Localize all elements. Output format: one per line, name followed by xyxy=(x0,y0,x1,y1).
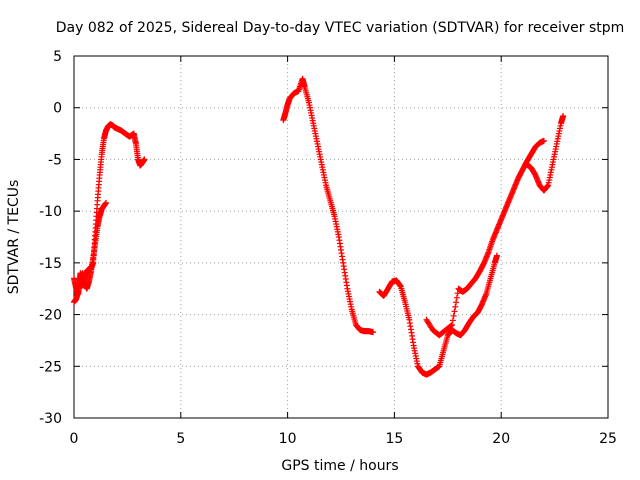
data-point-marker xyxy=(454,290,461,297)
x-tick-label: 15 xyxy=(385,431,403,447)
y-tick-label: -5 xyxy=(48,152,62,168)
data-point-marker xyxy=(540,137,547,144)
data-point-marker xyxy=(560,112,567,119)
data-point-marker xyxy=(453,299,460,306)
x-tick-label: 10 xyxy=(279,431,297,447)
grid-lines xyxy=(74,56,608,418)
y-tick-label: 0 xyxy=(53,101,62,117)
x-tick-label: 5 xyxy=(176,431,185,447)
data-point-marker xyxy=(448,322,455,329)
y-tick-label: -25 xyxy=(39,359,62,375)
data-point-marker xyxy=(453,294,460,301)
data-point-marker xyxy=(141,156,148,163)
y-tick-label: -10 xyxy=(39,204,62,220)
data-point-marker xyxy=(370,329,377,336)
data-point-marker xyxy=(449,317,456,324)
y-tick-label: -15 xyxy=(39,256,62,272)
y-tick-label: -30 xyxy=(39,411,62,427)
data-point-marker xyxy=(103,199,110,206)
x-axis-label: GPS time / hours xyxy=(281,458,398,474)
data-point-marker xyxy=(450,312,457,319)
data-point-marker xyxy=(449,321,456,328)
data-point-marker xyxy=(493,252,500,259)
y-tick-label: 5 xyxy=(53,49,62,65)
data-point-marker xyxy=(452,303,459,310)
data-point-marker xyxy=(451,308,458,315)
y-axis-label: SDTVAR / TECUs xyxy=(6,180,22,295)
y-tick-label: -20 xyxy=(39,308,62,324)
data-points xyxy=(71,75,567,378)
x-tick-label: 20 xyxy=(492,431,510,447)
plot-frame xyxy=(73,55,609,419)
x-tick-label: 0 xyxy=(70,431,79,447)
chart-title: Day 082 of 2025, Sidereal Day-to-day VTE… xyxy=(56,20,625,36)
x-tick-label: 25 xyxy=(599,431,617,447)
axis-ticks: 0 5 10 15 20 25 5 0 -5 -10 -15 -20 -25 -30 xyxy=(39,49,617,447)
